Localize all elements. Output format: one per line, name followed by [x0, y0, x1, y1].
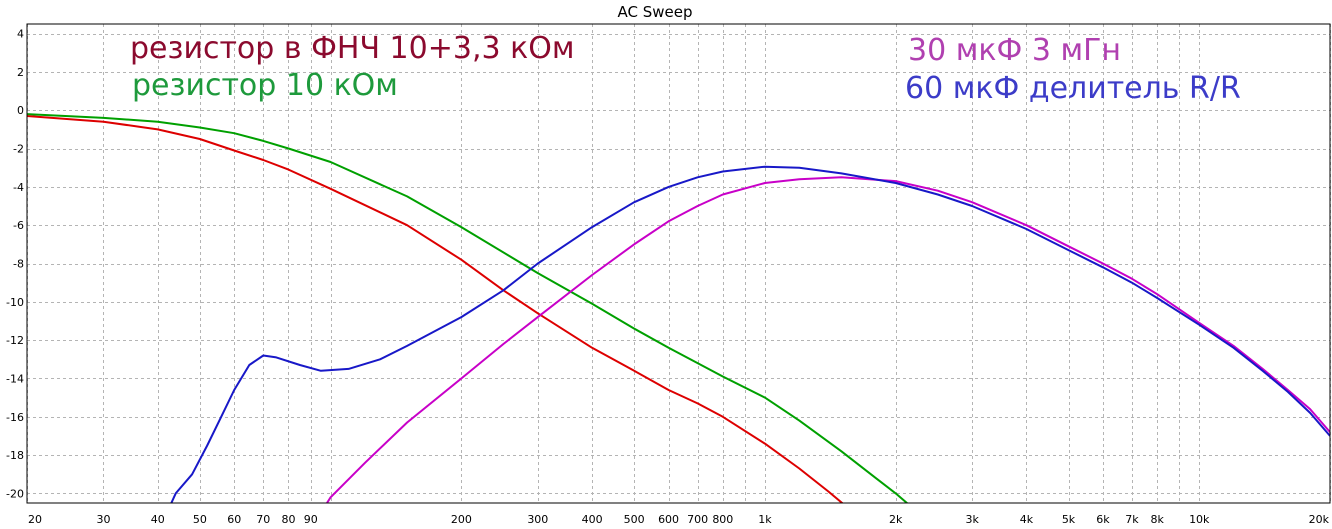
y-tick-label: 4 — [17, 28, 24, 41]
series-lines — [27, 113, 1330, 503]
series-line-0 — [27, 115, 844, 503]
x-tick-label: 200 — [451, 513, 472, 526]
x-tick-label: 800 — [712, 513, 733, 526]
x-tick-label: 400 — [582, 513, 603, 526]
annotation-red: резистор в ФНЧ 10+3,3 кОм — [130, 31, 574, 66]
grid — [27, 24, 1331, 503]
x-tick-label: 50 — [193, 513, 207, 526]
x-tick-label: 10k — [1189, 513, 1210, 526]
x-tick-label: 20k — [1309, 513, 1330, 526]
x-tick-label: 1k — [758, 513, 772, 526]
series-line-3 — [170, 165, 1330, 503]
y-tick-label: -6 — [13, 219, 24, 232]
plot-frame — [26, 23, 1331, 504]
x-tick-label: 6k — [1096, 513, 1110, 526]
series-line-1 — [27, 113, 909, 503]
y-tick-label: -14 — [6, 372, 24, 385]
x-tick-label: 8k — [1150, 513, 1164, 526]
y-axis-ticks: 4 2 0 -2 -4 -6 -8 -10 -12 -14 -16 -18 -20 — [6, 28, 24, 501]
x-tick-label: 30 — [96, 513, 110, 526]
x-tick-label: 700 — [687, 513, 708, 526]
x-tick-label: 20 — [28, 513, 42, 526]
y-tick-label: 2 — [17, 66, 24, 79]
chart-title: AC Sweep — [617, 3, 692, 21]
series-line-2 — [325, 176, 1330, 503]
x-tick-label: 500 — [624, 513, 645, 526]
x-tick-label: 4k — [1020, 513, 1034, 526]
y-tick-label: -4 — [13, 181, 24, 194]
x-tick-label: 600 — [658, 513, 679, 526]
x-tick-label: 3k — [965, 513, 979, 526]
y-tick-label: -16 — [6, 411, 24, 424]
y-tick-label: -2 — [13, 143, 24, 156]
x-tick-label: 60 — [227, 513, 241, 526]
x-tick-label: 7k — [1125, 513, 1139, 526]
x-tick-label: 300 — [527, 513, 548, 526]
x-tick-label: 5k — [1062, 513, 1076, 526]
annotation-magenta: 30 мкФ 3 мГн — [908, 33, 1121, 68]
x-tick-label: 2k — [889, 513, 903, 526]
annotation-green: резистор 10 кОм — [132, 68, 398, 103]
y-tick-label: -12 — [6, 334, 24, 347]
y-tick-label: 0 — [17, 104, 24, 117]
y-tick-label: -20 — [6, 487, 24, 500]
y-tick-label: -10 — [6, 296, 24, 309]
y-tick-label: -18 — [6, 449, 24, 462]
y-tick-label: -8 — [13, 258, 24, 271]
x-tick-label: 80 — [281, 513, 295, 526]
x-tick-label: 90 — [304, 513, 318, 526]
x-axis-ticks: 20 30 40 50 60 70 80 90 200 300 400 500 600 700 800 1k 2… — [28, 513, 1330, 526]
x-tick-label: 40 — [151, 513, 165, 526]
x-tick-label: 70 — [256, 513, 270, 526]
annotation-blue: 60 мкФ делитель R/R — [905, 71, 1241, 106]
